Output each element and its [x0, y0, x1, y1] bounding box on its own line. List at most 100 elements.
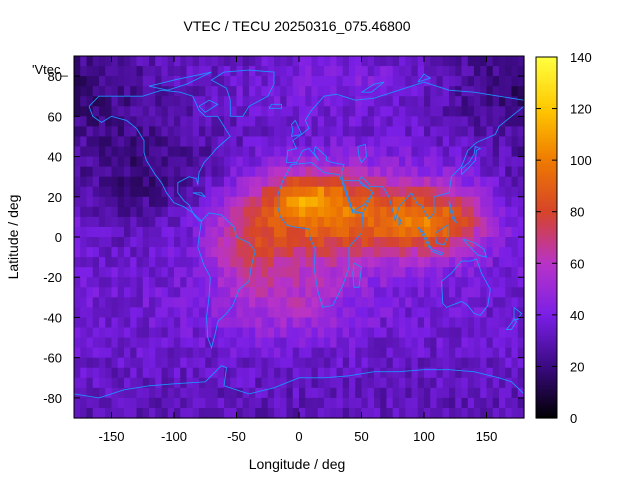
heat-cell: [174, 96, 181, 107]
colorbar-segment: [536, 209, 557, 213]
heat-cell: [480, 267, 488, 278]
colorbar-segment: [536, 322, 557, 326]
heat-cell: [86, 166, 94, 178]
heat-cell: [386, 56, 394, 67]
heat-cell: [186, 367, 194, 379]
colorbar-segment: [536, 160, 557, 164]
heat-cell: [305, 166, 313, 178]
heat-cell: [111, 96, 119, 107]
heat-cell: [74, 106, 81, 117]
heat-cell: [442, 347, 450, 359]
heat-cell: [136, 106, 144, 117]
heat-cell: [192, 176, 200, 188]
heat-cell: [467, 307, 475, 319]
heat-cell: [211, 347, 219, 359]
heat-cell: [361, 237, 369, 248]
heat-cell: [86, 56, 94, 67]
heat-cell: [492, 377, 500, 389]
heat-cell: [424, 66, 431, 77]
heat-cell: [336, 146, 344, 158]
heat-cell: [424, 327, 431, 339]
heat-cell: [136, 66, 144, 77]
heat-cell: [480, 156, 488, 168]
heat-cell: [430, 377, 438, 389]
coastline: [461, 145, 482, 176]
heat-cell: [386, 357, 394, 369]
heat-cell: [380, 186, 388, 198]
heat-cell: [374, 377, 381, 389]
heat-cell: [330, 96, 338, 107]
heat-cell: [380, 156, 388, 168]
heat-cell: [430, 307, 438, 319]
heat-cell: [199, 166, 206, 178]
heat-cell: [424, 76, 431, 87]
heat-cell: [149, 387, 156, 399]
colorbar-segment: [536, 405, 557, 409]
heat-cell: [199, 156, 206, 168]
heat-cell: [349, 247, 356, 258]
heat-cell: [311, 186, 319, 198]
heat-cell: [511, 337, 519, 349]
heat-cell: [399, 126, 406, 138]
heat-cell: [292, 96, 300, 107]
heat-cell: [111, 86, 119, 97]
heat-cell: [480, 357, 488, 369]
heat-cell: [386, 156, 394, 168]
heat-cell: [311, 136, 319, 148]
heat-cell: [480, 377, 488, 389]
heat-cell: [136, 347, 144, 359]
heat-cell: [424, 126, 431, 138]
y-tick-label: -60: [43, 351, 62, 366]
heat-cell: [324, 66, 331, 77]
heat-cell: [349, 327, 356, 339]
heat-cell: [249, 357, 256, 369]
heat-cell: [199, 146, 206, 158]
heat-cell: [280, 66, 288, 77]
heat-cell: [355, 327, 363, 339]
heat-cell: [311, 327, 319, 339]
heat-cell: [480, 66, 488, 77]
heat-cell: [292, 76, 300, 87]
colorbar-segment: [536, 389, 557, 393]
heat-cell: [286, 267, 294, 278]
heat-cell: [161, 196, 169, 208]
heat-cell: [392, 186, 400, 198]
heat-cell: [436, 56, 444, 67]
heat-cell: [236, 287, 244, 298]
heat-cell: [317, 287, 325, 298]
heat-cell: [399, 277, 406, 288]
heat-cell: [374, 327, 381, 339]
heat-cell: [174, 407, 181, 419]
heat-cell: [399, 166, 406, 178]
heat-cell: [517, 106, 525, 117]
heat-cell: [199, 86, 206, 97]
heat-cell: [205, 96, 213, 107]
heat-cell: [130, 367, 138, 379]
heat-cell: [105, 307, 113, 319]
heat-cell: [180, 216, 188, 228]
heat-cell: [111, 156, 119, 168]
coastline: [198, 99, 219, 113]
heat-cell: [224, 176, 231, 188]
heat-cell: [392, 247, 400, 258]
heat-cell: [442, 317, 450, 329]
heat-cell: [186, 176, 194, 188]
coastline: [291, 119, 303, 137]
heat-cell: [442, 237, 450, 248]
heat-cell: [492, 186, 500, 198]
heat-cell: [392, 367, 400, 379]
heat-cell: [105, 116, 113, 127]
heat-cell: [199, 126, 206, 138]
heat-cell: [155, 397, 163, 409]
heat-cell: [492, 56, 500, 67]
heat-cell: [461, 216, 469, 228]
heat-cell: [411, 377, 419, 389]
heat-cell: [155, 116, 163, 127]
heat-cell: [205, 116, 213, 127]
heat-cell: [124, 176, 131, 188]
heat-cell: [342, 387, 350, 399]
heat-cell: [149, 116, 156, 127]
heat-cell: [342, 206, 350, 218]
heat-cell: [192, 96, 200, 107]
colorbar-segment: [536, 276, 557, 280]
